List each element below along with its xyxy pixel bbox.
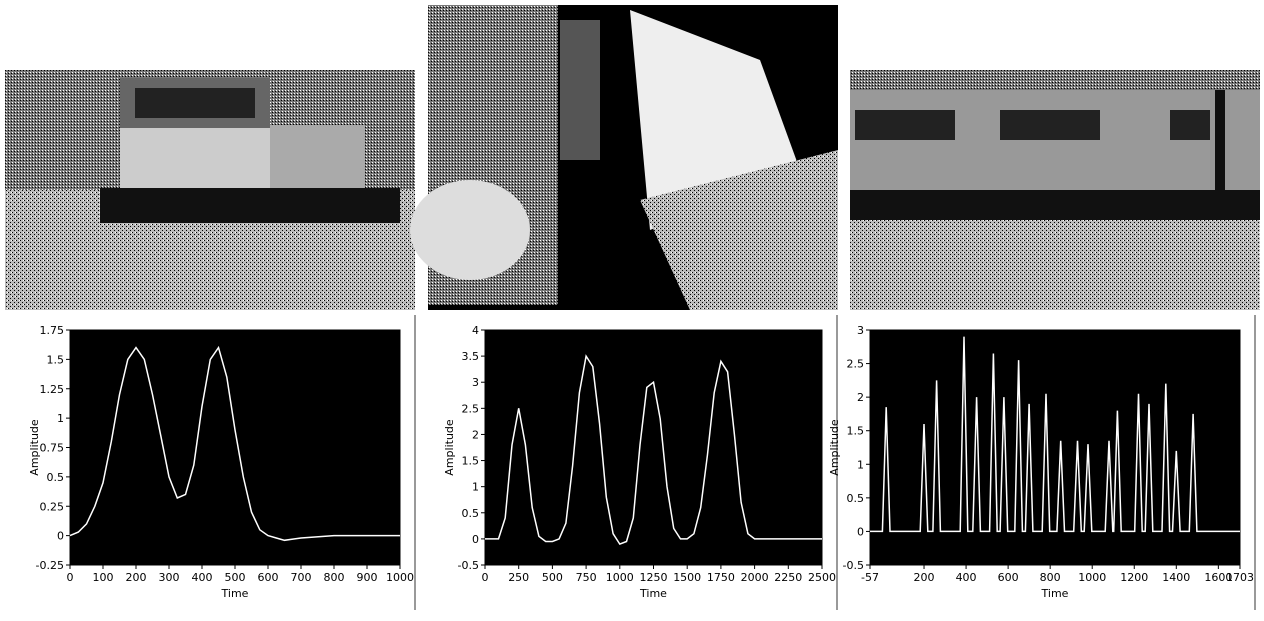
x-tick-label: 200	[126, 571, 147, 584]
y-tick-label: 3	[472, 376, 479, 389]
y-tick-label: 0.5	[47, 471, 65, 484]
x-tick-label: 2000	[741, 571, 769, 584]
x-tick-label: 0	[67, 571, 74, 584]
y-tick-label: 3	[857, 324, 864, 337]
y-axis-label: Amplitude	[443, 419, 456, 476]
y-tick-label: 1.5	[462, 455, 480, 468]
x-tick-label: 0	[482, 571, 489, 584]
y-tick-label: -0.5	[458, 559, 479, 572]
x-tick-label: 1703	[1226, 571, 1254, 584]
x-tick-label: 100	[93, 571, 114, 584]
x-tick-label: 800	[324, 571, 345, 584]
y-tick-label: 1.25	[40, 383, 65, 396]
x-axis-label: Time	[221, 587, 249, 600]
photo-train	[850, 70, 1260, 310]
figure: -0.2500.250.50.7511.251.51.7501002003004…	[0, 0, 1264, 617]
x-tick-label: 1000	[386, 571, 414, 584]
y-axis-label: Amplitude	[828, 419, 841, 476]
x-tick-label: 600	[258, 571, 279, 584]
y-tick-label: 0	[472, 533, 479, 546]
x-tick-label: 900	[357, 571, 378, 584]
y-tick-label: 0.75	[40, 442, 65, 455]
x-tick-label: 400	[192, 571, 213, 584]
y-tick-label: 1	[857, 458, 864, 471]
y-tick-label: 0	[57, 530, 64, 543]
x-axis-label: Time	[1041, 587, 1069, 600]
x-tick-label: -57	[861, 571, 879, 584]
x-tick-label: 600	[998, 571, 1019, 584]
y-tick-label: 0.5	[847, 492, 865, 505]
x-tick-label: 1400	[1162, 571, 1190, 584]
x-tick-label: 1000	[606, 571, 634, 584]
plot-area	[485, 330, 822, 565]
x-tick-label: 500	[225, 571, 246, 584]
x-tick-label: 1200	[1120, 571, 1148, 584]
y-tick-label: 1.75	[40, 324, 65, 337]
x-tick-label: 750	[576, 571, 597, 584]
x-tick-label: 250	[508, 571, 529, 584]
y-tick-label: 1	[472, 481, 479, 494]
x-tick-label: 1750	[707, 571, 735, 584]
x-tick-label: 400	[956, 571, 977, 584]
x-tick-label: 2500	[808, 571, 836, 584]
y-tick-label: 2.5	[847, 358, 865, 371]
y-axis-label: Amplitude	[28, 419, 41, 476]
x-tick-label: 700	[291, 571, 312, 584]
y-tick-label: -0.25	[36, 559, 64, 572]
x-tick-label: 500	[542, 571, 563, 584]
x-tick-label: 300	[159, 571, 180, 584]
x-tick-label: 1250	[640, 571, 668, 584]
x-tick-label: 200	[914, 571, 935, 584]
y-tick-label: 0	[857, 525, 864, 538]
y-tick-label: 1.5	[847, 425, 865, 438]
x-tick-label: 800	[1040, 571, 1061, 584]
x-tick-label: 1000	[1078, 571, 1106, 584]
y-tick-label: 2	[472, 428, 479, 441]
y-tick-label: 1	[57, 412, 64, 425]
y-tick-label: 1.5	[47, 353, 65, 366]
photo-station	[410, 5, 838, 310]
y-tick-label: 2	[857, 391, 864, 404]
y-tick-label: 3.5	[462, 350, 480, 363]
x-tick-label: 2250	[774, 571, 802, 584]
y-tick-label: 0.25	[40, 500, 65, 513]
y-tick-label: 2.5	[462, 402, 480, 415]
y-tick-label: 0.5	[462, 507, 480, 520]
x-tick-label: 1500	[673, 571, 701, 584]
photo-locomotive	[5, 70, 415, 310]
plot-area	[70, 330, 400, 565]
y-tick-label: 4	[472, 324, 479, 337]
x-axis-label: Time	[639, 587, 667, 600]
